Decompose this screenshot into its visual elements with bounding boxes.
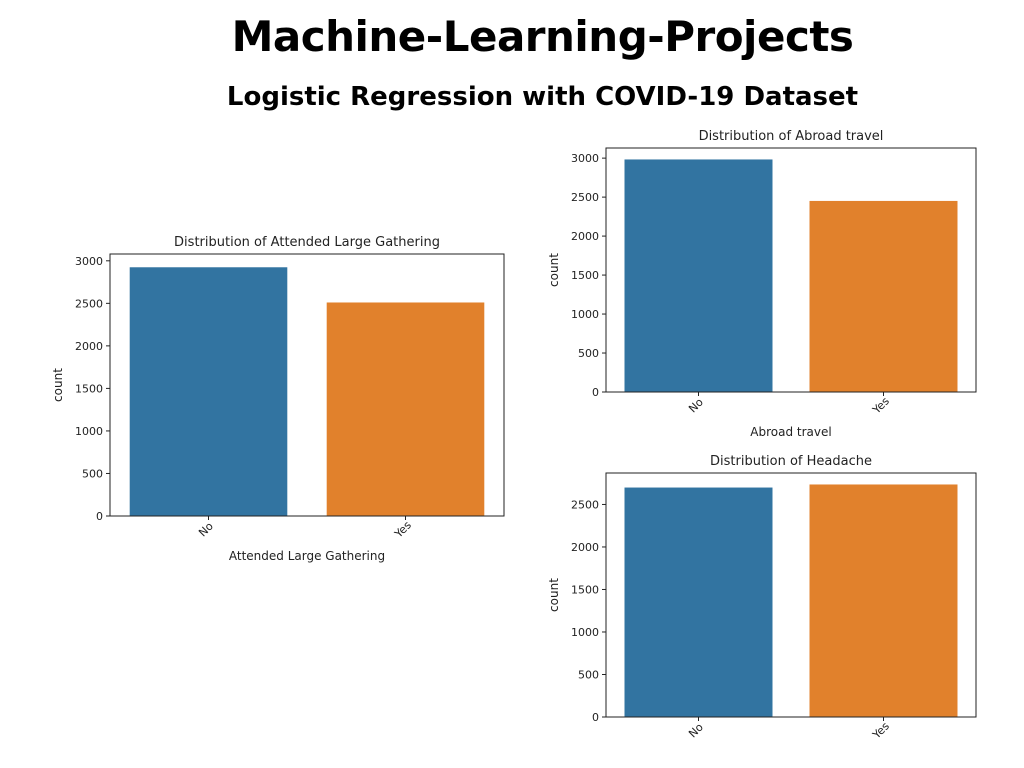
- y-axis-label: count: [51, 368, 65, 402]
- bar-no: [624, 159, 773, 392]
- chart-title: Distribution of Headache: [710, 454, 872, 469]
- y-tick-label: 1000: [75, 425, 103, 438]
- y-tick-label: 3000: [571, 152, 599, 165]
- y-axis-label: count: [547, 578, 561, 612]
- bar-yes: [326, 302, 485, 516]
- y-tick-label: 0: [96, 510, 103, 523]
- x-tick-label-yes: Yes: [869, 719, 892, 742]
- x-axis-label: Abroad travel: [750, 425, 831, 439]
- y-tick-label: 500: [82, 467, 103, 480]
- plot-frame: [605, 472, 977, 718]
- page-title: Machine-Learning-Projects: [231, 12, 854, 61]
- y-tick-label: 3000: [75, 255, 103, 268]
- page-subtitle: Logistic Regression with COVID-19 Datase…: [226, 82, 859, 112]
- y-tick-label: 1500: [571, 583, 599, 596]
- y-tick-label: 2500: [571, 498, 599, 511]
- bar-yes: [809, 200, 958, 392]
- y-tick-label: 2000: [571, 541, 599, 554]
- x-tick-label-no: No: [686, 720, 706, 740]
- y-tick-label: 2500: [571, 191, 599, 204]
- plot-frame: [605, 147, 977, 393]
- y-axis-label: count: [547, 253, 561, 287]
- y-tick-label: 500: [578, 668, 599, 681]
- y-tick-label: 0: [592, 386, 599, 399]
- y-tick-label: 1000: [571, 308, 599, 321]
- y-tick-label: 1000: [571, 626, 599, 639]
- y-tick-label: 1500: [571, 269, 599, 282]
- bar-yes: [809, 484, 958, 717]
- y-tick-label: 2000: [75, 340, 103, 353]
- bar-no: [129, 267, 288, 516]
- y-tick-label: 500: [578, 347, 599, 360]
- y-tick-label: 2500: [75, 297, 103, 310]
- chart-title: Distribution of Attended Large Gathering: [174, 235, 440, 250]
- x-axis-label: Attended Large Gathering: [229, 549, 385, 563]
- y-tick-label: 2000: [571, 230, 599, 243]
- y-tick-label: 0: [592, 711, 599, 724]
- bar-no: [624, 487, 773, 717]
- plot-frame: [109, 253, 505, 517]
- chart-title: Distribution of Abroad travel: [699, 129, 884, 144]
- y-tick-label: 1500: [75, 382, 103, 395]
